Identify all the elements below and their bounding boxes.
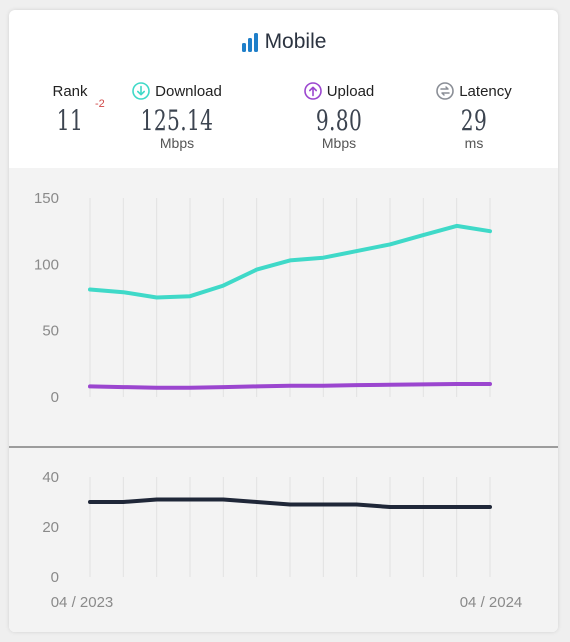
- signal-bars-icon: [241, 33, 258, 52]
- download-value: 125.14: [140, 104, 214, 137]
- card-title: Mobile: [264, 30, 327, 53]
- mobile-card: Mobile Rank 11 -2 Download 125.14 Mbps U…: [9, 10, 558, 632]
- upload-unit: Mbps: [321, 135, 357, 151]
- latency-label: Latency: [459, 82, 512, 100]
- card-header: Mobile: [9, 28, 558, 56]
- latency-metric: Latency 29 ms: [409, 80, 539, 151]
- rank-value: 11: [56, 104, 84, 137]
- download-unit: Mbps: [159, 135, 195, 151]
- y-tick-label: 150: [34, 190, 59, 207]
- y-tick-label: 100: [34, 256, 59, 273]
- y-tick-label: 50: [42, 323, 59, 340]
- y-tick-label: 0: [51, 569, 59, 586]
- latency-line: [88, 497, 492, 509]
- upload-line: [88, 382, 492, 390]
- arrow-up-circle-icon: [303, 82, 322, 100]
- upload-value: 9.80: [315, 104, 363, 137]
- download-metric: Download 125.14 Mbps: [112, 80, 242, 151]
- y-tick-label: 20: [42, 519, 59, 536]
- upload-label: Upload: [326, 82, 375, 100]
- x-tick-label-start: 04 / 2023: [51, 594, 114, 611]
- upload-metric: Upload 9.80 Mbps: [274, 80, 404, 151]
- chart-area: 0 50 100 150 0 20 40 04 / 2023 04 / 2024: [9, 168, 558, 632]
- latency-circle-icon: [436, 82, 455, 100]
- y-tick-label: 40: [42, 469, 59, 486]
- latency-value: 29: [460, 104, 488, 137]
- rank-change: -2: [95, 98, 105, 110]
- rank-label: Rank: [52, 82, 88, 100]
- rank-metric: Rank 11: [9, 80, 135, 137]
- download-label: Download: [155, 82, 222, 100]
- x-tick-label-end: 04 / 2024: [460, 594, 523, 611]
- speed-charts: 0 50 100 150 0 20 40 04 / 2023 04 / 2024: [9, 190, 558, 611]
- latency-unit: ms: [464, 135, 484, 151]
- arrow-down-circle-icon: [132, 82, 150, 100]
- y-tick-label: 0: [51, 389, 59, 406]
- download-line: [88, 223, 492, 300]
